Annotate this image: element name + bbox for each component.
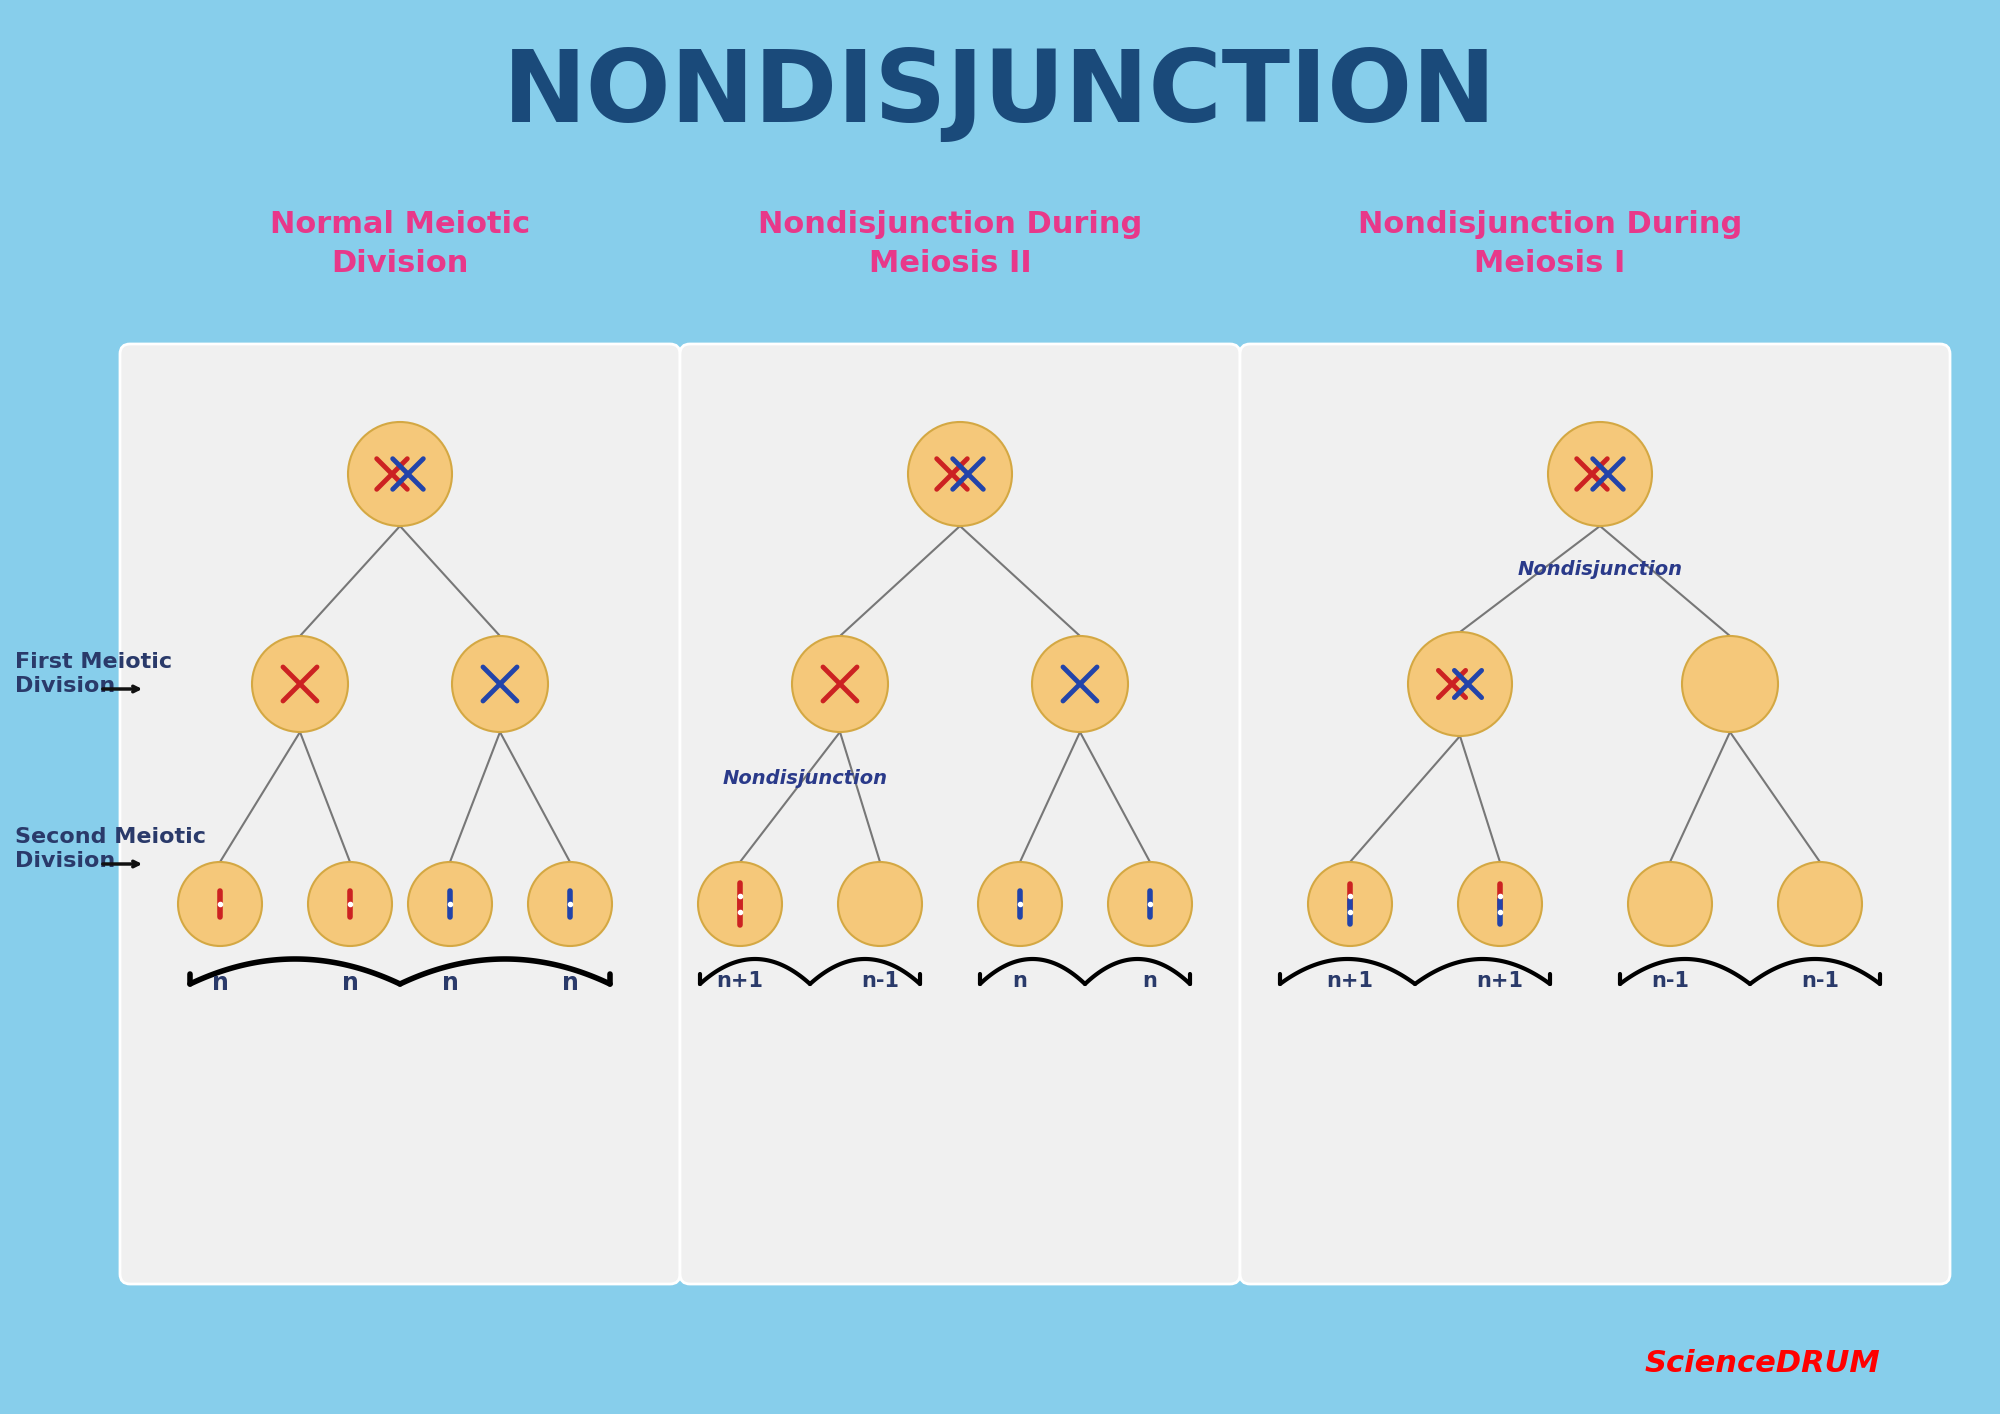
Text: n: n [562, 971, 578, 995]
Text: Second Meiotic
Division: Second Meiotic Division [16, 827, 206, 871]
Text: ScienceDRUM: ScienceDRUM [1644, 1349, 1880, 1379]
Circle shape [1408, 632, 1512, 737]
Text: n: n [212, 971, 228, 995]
Text: n-1: n-1 [1800, 971, 1840, 991]
Text: n: n [342, 971, 358, 995]
Text: Nondisjunction: Nondisjunction [722, 769, 888, 789]
Circle shape [252, 636, 348, 732]
Circle shape [838, 863, 922, 946]
FancyBboxPatch shape [1240, 344, 1950, 1284]
Circle shape [1628, 863, 1712, 946]
Text: NONDISJUNCTION: NONDISJUNCTION [504, 45, 1496, 143]
Text: First Meiotic
Division: First Meiotic Division [16, 652, 172, 696]
Text: n: n [442, 971, 458, 995]
Circle shape [178, 863, 262, 946]
Circle shape [1032, 636, 1128, 732]
Circle shape [528, 863, 612, 946]
Text: n+1: n+1 [1476, 971, 1524, 991]
Circle shape [908, 421, 1012, 526]
Circle shape [1548, 421, 1652, 526]
Text: n: n [1012, 971, 1028, 991]
Circle shape [308, 863, 392, 946]
Circle shape [792, 636, 888, 732]
Circle shape [1682, 636, 1778, 732]
FancyBboxPatch shape [120, 344, 680, 1284]
Text: n+1: n+1 [1326, 971, 1374, 991]
Text: Normal Meiotic
Division: Normal Meiotic Division [270, 211, 530, 277]
Circle shape [1308, 863, 1392, 946]
Circle shape [1108, 863, 1192, 946]
Circle shape [408, 863, 492, 946]
Circle shape [452, 636, 548, 732]
FancyBboxPatch shape [680, 344, 1240, 1284]
Circle shape [698, 863, 782, 946]
Circle shape [348, 421, 452, 526]
Text: n-1: n-1 [1652, 971, 1688, 991]
Circle shape [978, 863, 1062, 946]
Text: Nondisjunction: Nondisjunction [1518, 560, 1682, 578]
Circle shape [1458, 863, 1542, 946]
Circle shape [1778, 863, 1862, 946]
Text: Nondisjunction During
Meiosis I: Nondisjunction During Meiosis I [1358, 211, 1742, 277]
Text: Nondisjunction During
Meiosis II: Nondisjunction During Meiosis II [758, 211, 1142, 277]
Text: n-1: n-1 [862, 971, 900, 991]
Text: n: n [1142, 971, 1158, 991]
Text: n+1: n+1 [716, 971, 764, 991]
